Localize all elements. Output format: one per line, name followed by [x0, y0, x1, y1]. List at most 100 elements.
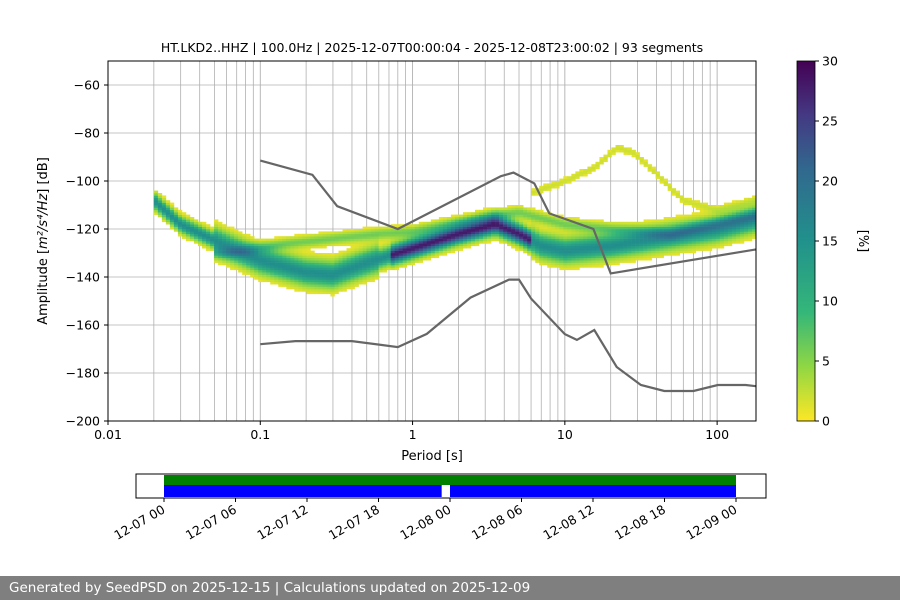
psd-density-cell	[523, 224, 528, 227]
psd-density-cell	[699, 207, 705, 211]
psd-density-cell	[230, 250, 235, 254]
psd-density-cell	[635, 157, 640, 160]
psd-density-cell	[731, 207, 737, 211]
psd-density-cell	[342, 255, 347, 259]
psd-density-cell	[703, 245, 709, 249]
psd-density-cell	[185, 224, 191, 227]
psd-density-cell	[607, 226, 612, 230]
psd-density-cell	[647, 243, 652, 247]
psd-density-cell	[675, 245, 681, 249]
psd-density-cell	[551, 185, 556, 189]
psd-density-cell	[587, 265, 592, 268]
psd-density-cell	[418, 253, 424, 256]
psd-density-cell	[177, 212, 183, 215]
psd-density-cell	[418, 245, 424, 249]
psd-density-cell	[318, 265, 323, 268]
psd-density-cell	[599, 157, 604, 160]
psd-density-cell	[575, 238, 580, 242]
psd-density-cell	[250, 248, 255, 251]
psd-density-cell	[470, 243, 476, 247]
psd-density-cell	[615, 224, 620, 227]
psd-density-cell	[687, 219, 693, 223]
psd-density-cell	[370, 238, 375, 242]
psd-density-cell	[731, 238, 737, 242]
psd-density-cell	[743, 214, 749, 218]
psd-density-cell	[222, 245, 227, 249]
psd-density-cell	[318, 272, 323, 275]
psd-density-cell	[491, 238, 496, 242]
psd-density-cell	[543, 212, 548, 215]
psd-density-cell	[218, 224, 223, 227]
y-tick-label: −100	[66, 174, 100, 189]
psd-density-cell	[695, 231, 701, 235]
psd-density-cell	[735, 238, 741, 242]
chart-title: HT.LKD2..HHZ | 100.0Hz | 2025-12-07T00:0…	[161, 40, 703, 55]
psd-density-cell	[643, 161, 648, 165]
psd-density-cell	[282, 250, 287, 254]
psd-density-cell	[691, 238, 697, 242]
psd-density-cell	[651, 231, 656, 235]
psd-density-cell	[358, 257, 363, 261]
psd-density-cell	[627, 147, 632, 151]
psd-density-cell	[699, 202, 705, 206]
psd-density-cell	[370, 236, 375, 239]
psd-density-cell	[511, 209, 516, 213]
psd-density-cell	[747, 236, 753, 239]
psd-density-cell	[169, 226, 175, 230]
psd-density-cell	[250, 243, 255, 247]
psd-density-cell	[202, 221, 207, 225]
psd-density-cell	[338, 236, 343, 239]
psd-density-cell	[338, 243, 343, 247]
psd-density-cell	[651, 236, 656, 239]
psd-density-cell	[206, 231, 211, 235]
psd-density-cell	[410, 238, 416, 242]
psd-density-cell	[306, 260, 311, 263]
psd-density-cell	[250, 269, 255, 273]
psd-density-cell	[426, 253, 432, 256]
psd-density-cell	[667, 183, 672, 187]
psd-density-cell	[258, 272, 263, 275]
psd-density-cell	[350, 253, 355, 256]
psd-density-cell	[474, 221, 480, 225]
psd-density-cell	[326, 260, 331, 263]
psd-density-cell	[434, 253, 440, 256]
psd-density-cell	[322, 286, 327, 290]
psd-density-cell	[438, 221, 444, 225]
psd-density-cell	[382, 257, 387, 261]
psd-density-cell	[699, 224, 705, 227]
psd-density-cell	[165, 219, 171, 223]
psd-density-cell	[619, 248, 624, 251]
psd-density-cell	[551, 236, 556, 239]
psd-density-cell	[450, 229, 456, 232]
psd-density-cell	[334, 233, 339, 237]
psd-density-cell	[603, 255, 608, 259]
psd-density-cell	[523, 231, 528, 235]
psd-density-cell	[378, 269, 383, 273]
psd-density-cell	[338, 284, 343, 287]
psd-density-cell	[234, 260, 239, 263]
psd-density-cell	[338, 274, 343, 278]
psd-density-cell	[531, 207, 536, 211]
psd-density-cell	[727, 219, 733, 223]
psd-density-cell	[422, 236, 428, 239]
psd-density-cell	[627, 238, 632, 242]
psd-density-cell	[250, 255, 255, 259]
psd-density-cell	[719, 212, 725, 215]
psd-density-cell	[751, 212, 756, 215]
psd-density-cell	[450, 241, 456, 244]
psd-density-cell	[555, 257, 560, 261]
psd-density-cell	[599, 260, 604, 263]
psd-density-cell	[567, 262, 572, 266]
psd-density-cell	[715, 214, 721, 218]
psd-density-cell	[294, 250, 299, 254]
psd-density-cell	[671, 217, 677, 220]
psd-density-cell	[603, 250, 608, 254]
timeline-tick-label: 12-09 00	[683, 502, 739, 543]
psd-density-cell	[394, 238, 400, 242]
psd-density-cell	[611, 250, 616, 254]
psd-density-cell	[663, 245, 668, 249]
psd-density-cell	[623, 260, 628, 263]
psd-density-cell	[511, 212, 516, 215]
psd-density-cell	[743, 197, 749, 201]
psd-density-cell	[635, 241, 640, 244]
